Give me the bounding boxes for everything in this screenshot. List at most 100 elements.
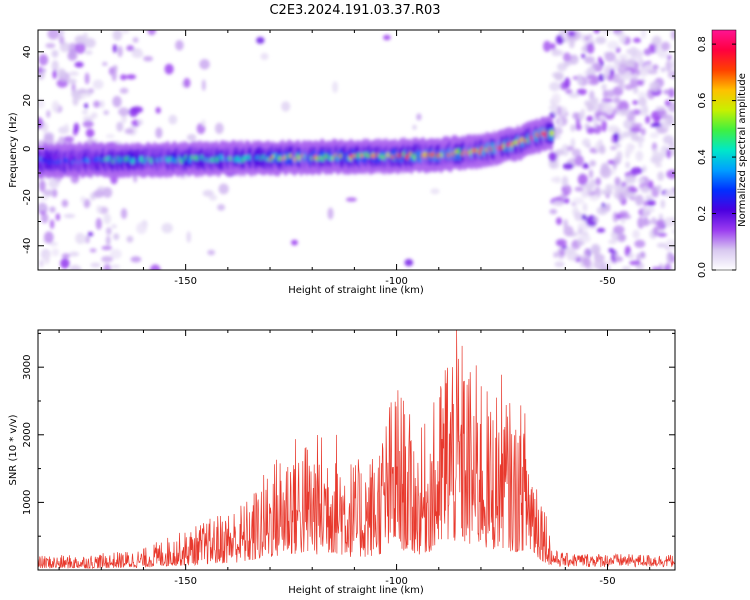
heatmap-cell xyxy=(147,30,157,36)
heatmap-cell xyxy=(39,180,46,193)
heatmap-cell xyxy=(616,233,627,243)
heatmap-cell xyxy=(72,96,79,106)
heatmap-cell xyxy=(583,162,588,169)
heatmap-cell xyxy=(597,56,603,63)
heatmap-cell xyxy=(572,112,579,120)
heatmap-cell xyxy=(643,48,652,56)
heatmap-cell xyxy=(632,229,640,239)
heatmap-cell xyxy=(665,60,672,72)
heatmap-cell xyxy=(586,127,595,134)
heatmap-cell xyxy=(634,239,646,248)
heatmap-cell xyxy=(614,142,621,148)
heatmap-cell xyxy=(628,252,635,260)
heatmap-cell xyxy=(642,165,647,173)
heatmap-cell xyxy=(652,64,658,71)
colorbar-gradient xyxy=(711,29,737,271)
heatmap-cell xyxy=(73,122,80,133)
heatmap-cell xyxy=(651,217,657,225)
heatmap-cell xyxy=(593,216,599,223)
heatmap-cell xyxy=(583,183,595,190)
heatmap-cell xyxy=(575,118,581,130)
heatmap-cell xyxy=(581,190,589,199)
heatmap-cell xyxy=(63,136,75,143)
heatmap-cell xyxy=(111,69,117,82)
heatmap-cell xyxy=(629,187,638,193)
heatmap-cell xyxy=(586,74,598,80)
heatmap-cell xyxy=(656,242,667,248)
heatmap-cell xyxy=(84,103,89,109)
heatmap-cell xyxy=(117,45,123,58)
heatmap-cell xyxy=(625,191,636,198)
heatmap-cell xyxy=(638,177,645,184)
heatmap-cell xyxy=(574,186,584,192)
snr-panel: -150 -100 -50 1000 2000 3000 Height of strai… xyxy=(8,329,676,596)
heatmap-cell xyxy=(120,208,128,220)
heatmap-cell xyxy=(632,73,638,81)
heatmap-cell xyxy=(155,107,161,114)
heatmap-cell xyxy=(101,245,113,251)
spectrogram-panel: -150 -100 -50 -40 -20 0 20 40 Height of straig… xyxy=(8,29,676,296)
heatmap-cell xyxy=(593,116,598,129)
snr-x-tick-label: -100 xyxy=(385,576,408,587)
heatmap-cell xyxy=(130,256,142,263)
heatmap-cell xyxy=(604,51,616,62)
heatmap-cell xyxy=(644,207,655,213)
heatmap-cell xyxy=(105,134,115,139)
heatmap-cell xyxy=(155,127,163,139)
heatmap-cell xyxy=(590,243,601,256)
heatmap-cell xyxy=(82,32,88,41)
heatmap-cell xyxy=(563,52,571,62)
heatmap-cell xyxy=(101,256,113,263)
snr-y-tick-label: 1000 xyxy=(22,490,33,515)
heatmap-cell xyxy=(112,95,122,108)
heatmap-cell xyxy=(625,161,630,169)
heatmap-cell xyxy=(590,97,599,104)
heatmap-cell xyxy=(666,251,672,264)
figure-title: C2E3.2024.191.03.37.R03 xyxy=(269,3,440,18)
heatmap-cell xyxy=(186,231,191,243)
heatmap-cell xyxy=(38,99,45,109)
spectrogram-y-tick-label: 0 xyxy=(22,146,33,152)
heatmap-cell xyxy=(43,231,54,244)
spectrogram-y-tick-label: -20 xyxy=(22,189,33,205)
heatmap-cell xyxy=(201,119,206,127)
heatmap-cell xyxy=(43,252,50,265)
heatmap-cell xyxy=(61,199,69,208)
heatmap-cell xyxy=(605,203,611,212)
spectrogram-y-tick-label: 40 xyxy=(22,45,33,58)
heatmap-cell xyxy=(68,71,79,76)
heatmap-cell xyxy=(661,41,671,51)
heatmap-cell xyxy=(161,222,173,234)
heatmap-cell xyxy=(630,167,643,175)
heatmap-cell xyxy=(103,213,111,225)
heatmap-cell xyxy=(209,194,217,201)
heatmap-cell xyxy=(656,184,662,192)
heatmap-cell xyxy=(656,219,665,230)
heatmap-cell xyxy=(618,100,629,112)
heatmap-cell xyxy=(551,93,561,105)
heatmap-cell xyxy=(621,266,631,270)
heatmap-cell xyxy=(218,183,229,195)
heatmap-cell xyxy=(38,54,49,66)
heatmap-cell xyxy=(610,68,615,76)
spectrogram-heatmap xyxy=(38,30,675,270)
heatmap-cell xyxy=(670,30,675,40)
heatmap-cell xyxy=(595,36,607,45)
heatmap-cell xyxy=(624,175,636,184)
heatmap-cell xyxy=(580,234,592,243)
heatmap-cell xyxy=(164,63,174,75)
heatmap-cell xyxy=(611,168,616,175)
heatmap-cell xyxy=(430,188,440,195)
colorbar-ticks: 0.0 0.2 0.4 0.6 0.8 xyxy=(697,36,736,278)
colorbar-tick-label: 0.6 xyxy=(697,93,708,109)
heatmap-cell xyxy=(404,258,414,267)
heatmap-cell xyxy=(629,46,638,58)
heatmap-cell xyxy=(660,67,666,73)
heatmap-cell xyxy=(610,145,617,151)
heatmap-cell xyxy=(112,65,118,71)
heatmap-cell xyxy=(589,160,597,167)
snr-x-ticks: -150 -100 -50 xyxy=(58,330,651,587)
heatmap-cell xyxy=(558,117,563,130)
heatmap-cell xyxy=(663,217,675,227)
